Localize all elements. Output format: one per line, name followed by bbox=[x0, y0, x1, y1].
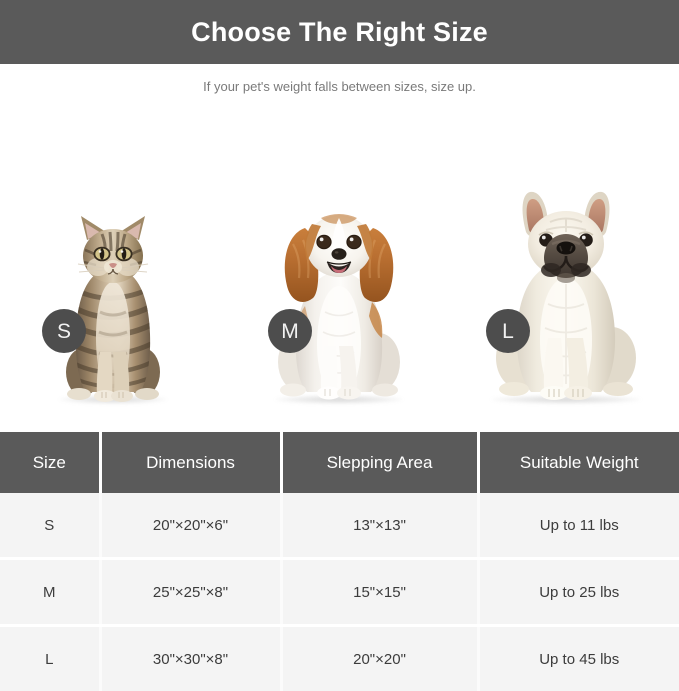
column-header-size: Size bbox=[0, 432, 100, 493]
column-header-dimensions: Dimensions bbox=[100, 432, 281, 493]
table-body: S 20"×20"×6" 13"×13" Up to 11 lbs M 25"×… bbox=[0, 493, 679, 691]
cell-sleeping-area: 20"×20" bbox=[281, 626, 478, 691]
pet-photo-large: L bbox=[452, 108, 679, 432]
pet-photo-medium: M bbox=[226, 108, 452, 432]
size-badge-medium: M bbox=[268, 309, 312, 353]
subtitle-row: If your pet's weight falls between sizes… bbox=[0, 64, 679, 108]
page-title: Choose The Right Size bbox=[191, 19, 488, 46]
tabby-cat-illustration bbox=[54, 212, 172, 402]
table-row: S 20"×20"×6" 13"×13" Up to 11 lbs bbox=[0, 493, 679, 559]
cell-dimensions: 25"×25"×8" bbox=[100, 559, 281, 626]
cell-size: L bbox=[0, 626, 100, 691]
pet-photo-small: S bbox=[0, 108, 226, 432]
table-row: M 25"×25"×8" 15"×15" Up to 25 lbs bbox=[0, 559, 679, 626]
cell-sleeping-area: 13"×13" bbox=[281, 493, 478, 559]
header-banner: Choose The Right Size bbox=[0, 0, 679, 64]
size-badge-label: M bbox=[281, 321, 299, 342]
size-badge-label: L bbox=[502, 321, 514, 342]
table-header-row: Size Dimensions Slepping Area Suitable W… bbox=[0, 432, 679, 493]
cell-suitable-weight: Up to 25 lbs bbox=[478, 559, 679, 626]
table-header: Size Dimensions Slepping Area Suitable W… bbox=[0, 432, 679, 493]
column-header-suitable-weight: Suitable Weight bbox=[478, 432, 679, 493]
cell-size: S bbox=[0, 493, 100, 559]
cell-dimensions: 20"×20"×6" bbox=[100, 493, 281, 559]
subtitle-text: If your pet's weight falls between sizes… bbox=[203, 79, 476, 94]
size-badge-label: S bbox=[57, 321, 71, 342]
size-chart-table: Size Dimensions Slepping Area Suitable W… bbox=[0, 432, 679, 691]
cell-sleeping-area: 15"×15" bbox=[281, 559, 478, 626]
table-row: L 30"×30"×8" 20"×20" Up to 45 lbs bbox=[0, 626, 679, 691]
pet-photo-strip: S bbox=[0, 108, 679, 432]
size-badge-small: S bbox=[42, 309, 86, 353]
cell-suitable-weight: Up to 45 lbs bbox=[478, 626, 679, 691]
cell-suitable-weight: Up to 11 lbs bbox=[478, 493, 679, 559]
cavalier-spaniel-illustration bbox=[269, 194, 409, 402]
cell-size: M bbox=[0, 559, 100, 626]
column-header-sleeping-area: Slepping Area bbox=[281, 432, 478, 493]
french-bulldog-illustration bbox=[488, 188, 644, 402]
size-badge-large: L bbox=[486, 309, 530, 353]
cell-dimensions: 30"×30"×8" bbox=[100, 626, 281, 691]
